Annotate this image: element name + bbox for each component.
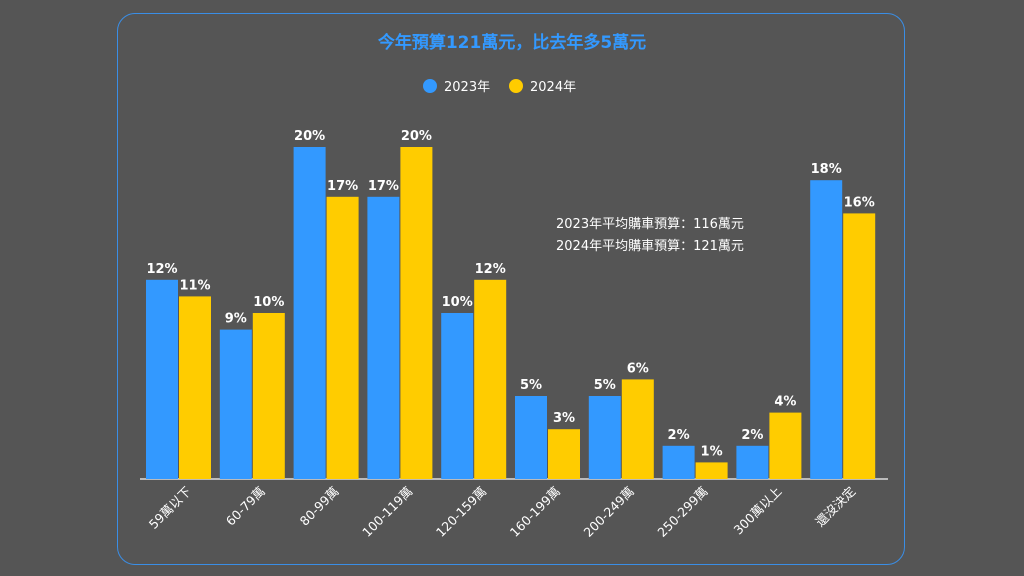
data-label-1-1: 10%: [253, 295, 284, 310]
bar-0-2: [293, 147, 326, 479]
data-label-1-5: 3%: [553, 411, 575, 426]
data-label-0-5: 5%: [520, 378, 542, 393]
legend-marker-0: [423, 79, 437, 93]
data-label-0-1: 9%: [225, 312, 247, 327]
data-label-1-8: 4%: [774, 395, 796, 410]
data-label-1-3: 20%: [401, 129, 432, 144]
data-label-1-9: 16%: [844, 195, 875, 210]
data-label-0-2: 20%: [294, 129, 325, 144]
x-tick-label-3: 100-119萬: [359, 484, 415, 540]
data-label-0-8: 2%: [741, 428, 763, 443]
bar-0-0: [146, 279, 178, 479]
data-label-1-6: 6%: [627, 361, 649, 376]
bar-1-2: [326, 196, 359, 480]
x-tick-label-8: 300萬以上: [731, 484, 785, 538]
bar-1-3: [400, 147, 433, 479]
x-tick-label-5: 160-199萬: [507, 484, 563, 540]
bar-1-6: [621, 379, 654, 479]
bar-1-7: [695, 462, 728, 479]
bar-0-9: [810, 180, 843, 479]
legend-label-1: 2024年: [530, 80, 576, 95]
data-label-0-9: 18%: [811, 162, 842, 177]
x-tick-label-9: 還沒決定: [812, 484, 858, 530]
x-tick-label-0: 59萬以下: [146, 484, 194, 532]
x-tick-label-4: 120-159萬: [433, 484, 489, 540]
bar-0-5: [515, 396, 547, 479]
bar-1-1: [252, 313, 285, 479]
bar-1-5: [548, 429, 580, 479]
bar-0-1: [219, 329, 252, 479]
x-tick-label-1: 60-79萬: [223, 484, 268, 529]
x-tick-label-2: 80-99萬: [297, 484, 342, 529]
bar-0-8: [736, 445, 769, 479]
data-label-1-0: 11%: [179, 278, 210, 293]
annotation-1: 2024年平均購車預算：121萬元: [556, 239, 744, 254]
data-label-1-7: 1%: [701, 444, 723, 459]
data-label-0-0: 12%: [146, 262, 177, 277]
bar-1-8: [769, 412, 802, 479]
bar-0-6: [588, 396, 621, 479]
bar-1-9: [843, 213, 876, 479]
data-label-0-3: 17%: [368, 179, 399, 194]
data-label-0-6: 5%: [594, 378, 616, 393]
bar-1-4: [474, 279, 507, 479]
bar-0-3: [367, 196, 400, 480]
legend-marker-1: [509, 79, 523, 93]
bar-1-0: [179, 296, 211, 479]
chart-frame: [117, 13, 905, 565]
legend-label-0: 2023年: [444, 80, 490, 95]
bar-0-7: [662, 445, 695, 479]
x-tick-label-7: 250-299萬: [654, 484, 710, 540]
data-label-1-2: 17%: [327, 179, 358, 194]
x-tick-label-6: 200-249萬: [581, 484, 637, 540]
annotation-0: 2023年平均購車預算：116萬元: [556, 217, 744, 232]
chart-title: 今年預算121萬元，比去年多5萬元: [378, 32, 646, 53]
data-label-1-4: 12%: [475, 262, 506, 277]
data-label-0-4: 10%: [442, 295, 473, 310]
data-label-0-7: 2%: [668, 428, 690, 443]
bar-0-4: [441, 313, 474, 479]
